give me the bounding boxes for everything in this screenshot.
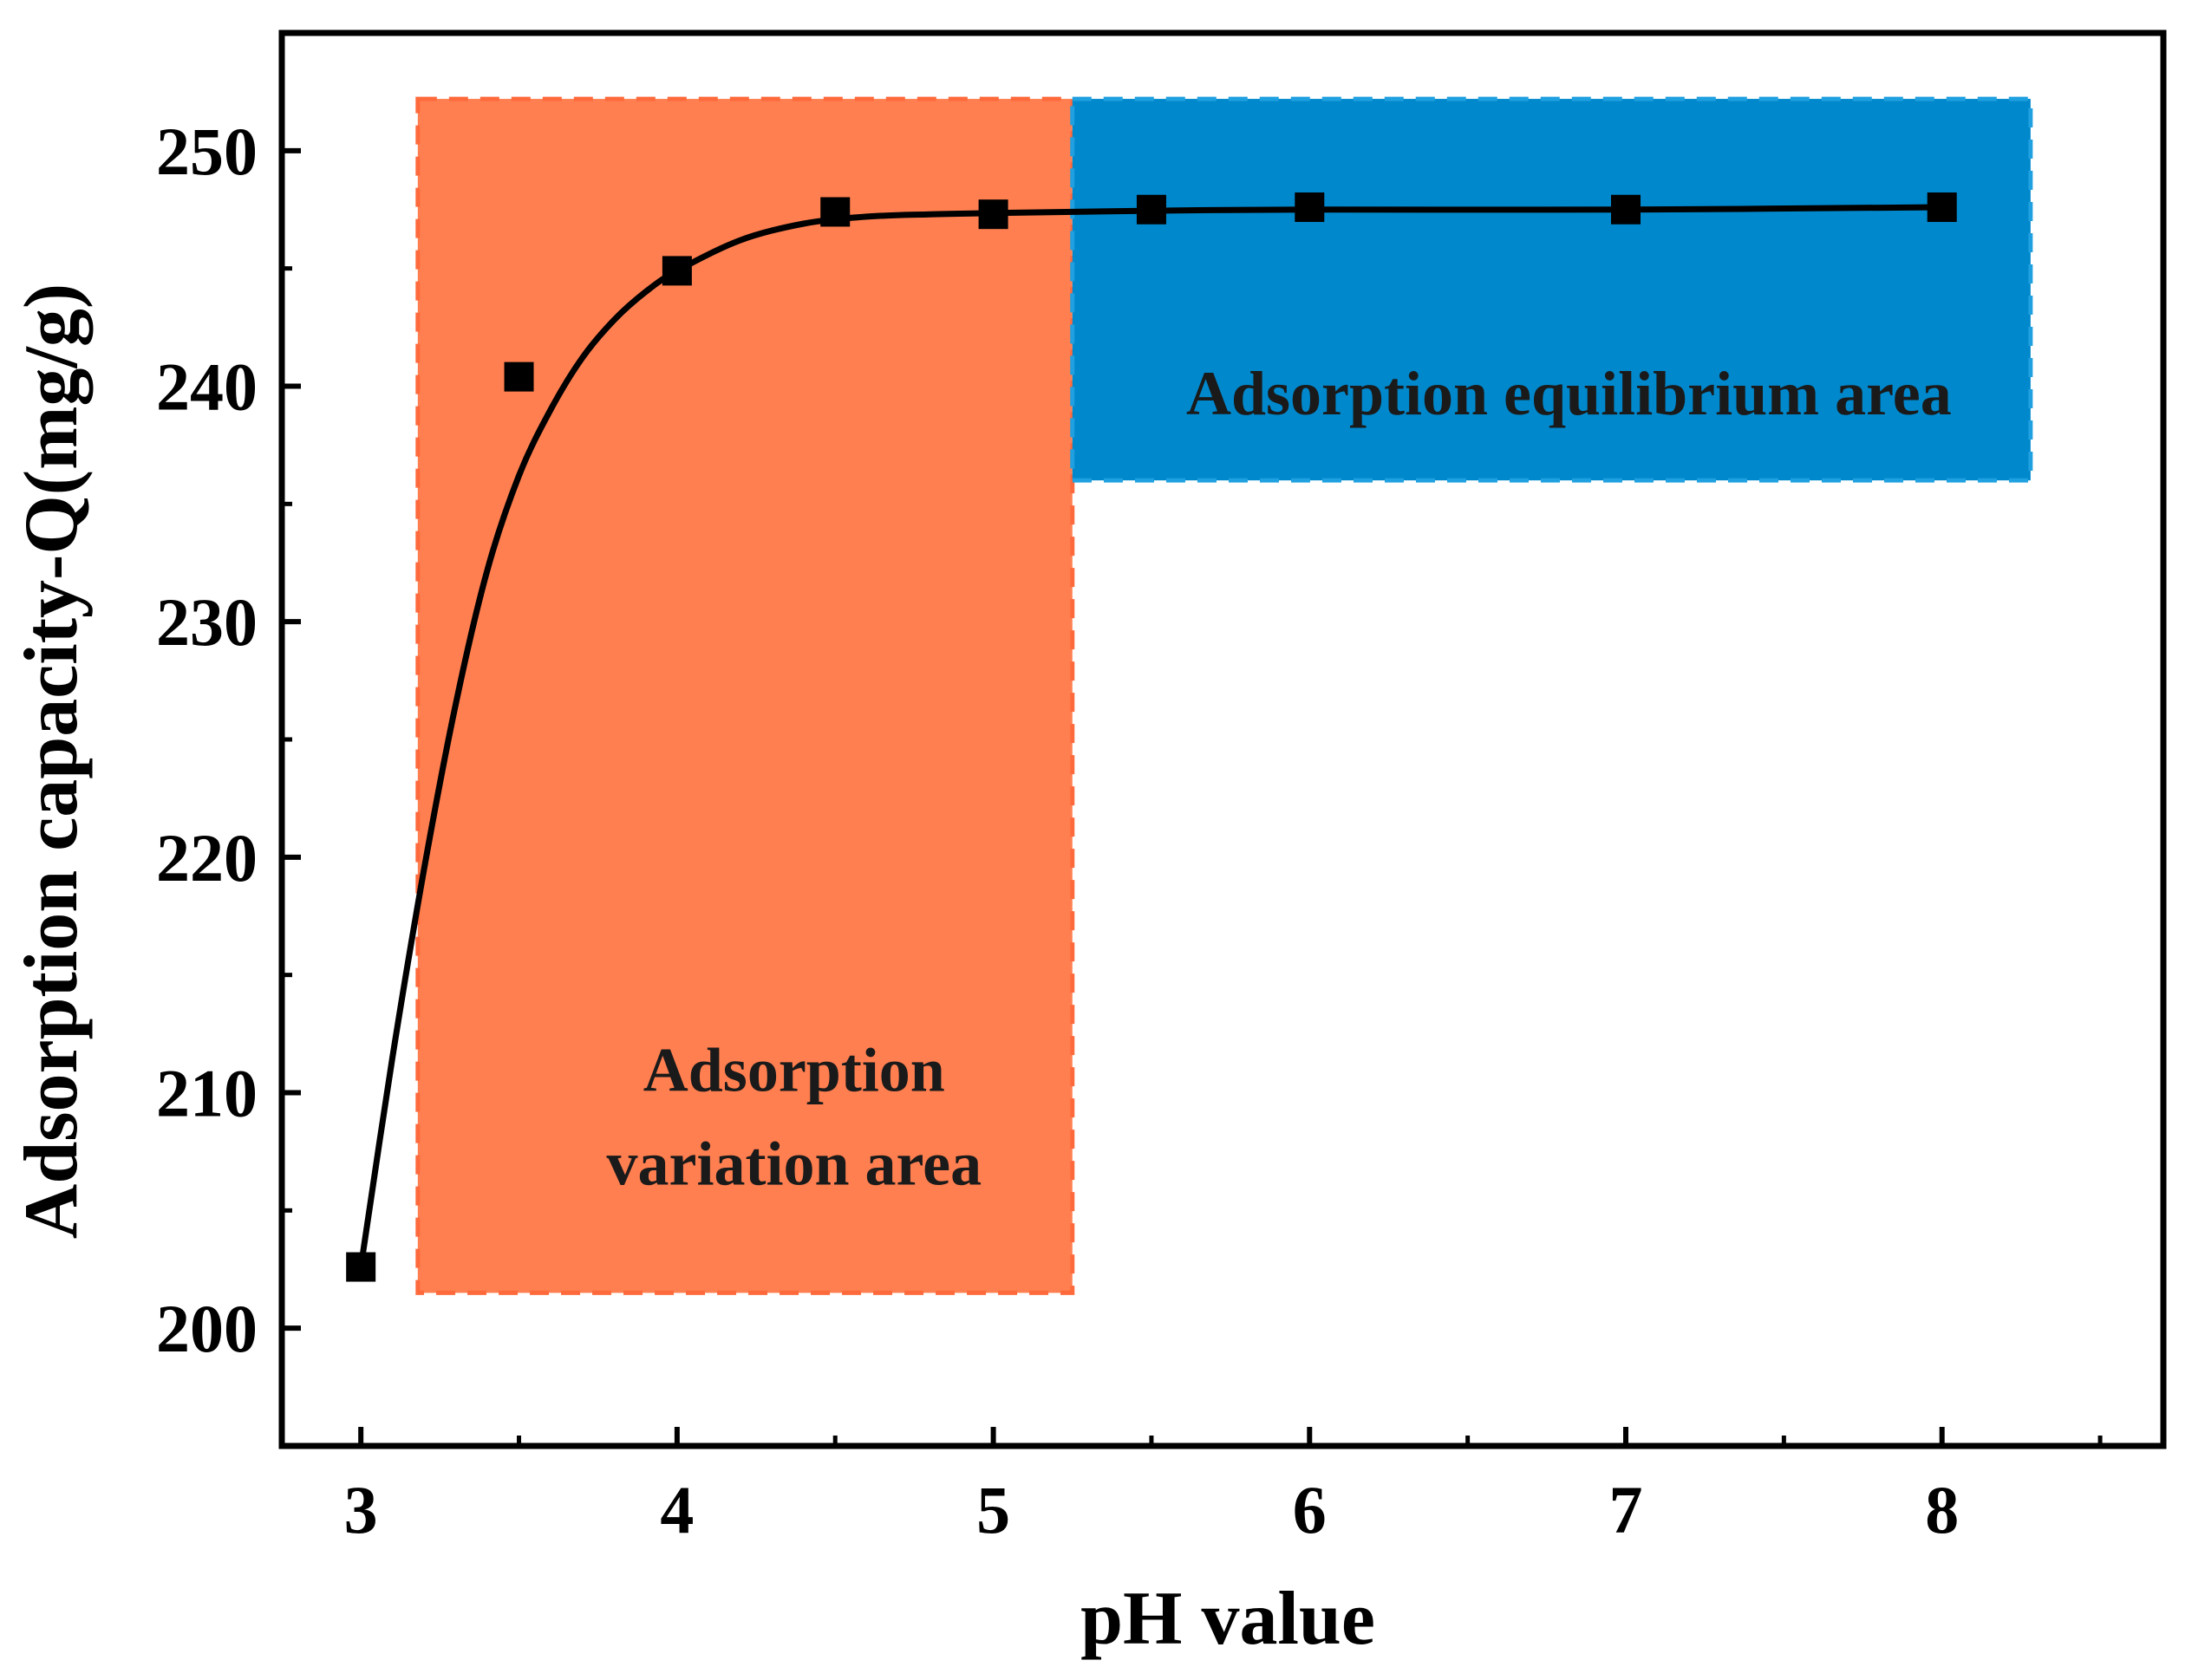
x-tick-label: 6 [1293,1472,1327,1547]
data-point [820,197,851,227]
x-tick-label: 4 [660,1472,694,1547]
region-label-equilibrium-0: Adsorption equilibrium area [1186,359,1952,428]
axis-ticks [282,147,2103,1446]
region-label-variation-0: Adsorption [643,1035,945,1104]
x-tick-label: 8 [1925,1472,1959,1547]
highlight-regions: Adsorption variation area Adsorption equil… [415,96,2033,1295]
data-point [978,199,1008,230]
data-point [1927,192,1957,223]
y-tick-label: 230 [156,584,258,660]
data-point [1295,192,1325,223]
y-tick-label: 220 [156,820,258,895]
data-point [662,256,692,286]
data-point [504,361,534,392]
data-points-layer [346,192,1957,1282]
x-tick-label: 7 [1609,1472,1643,1547]
x-axis-title: pH value [1080,1577,1375,1661]
x-tick-labels: 3 4 5 6 7 8 [344,1472,1960,1547]
region-variation [415,96,1075,1295]
y-axis-title: Adsorption capacity-Q(mg/g) [10,283,94,1239]
y-tick-label: 250 [156,114,258,189]
y-tick-label: 210 [156,1056,258,1131]
y-tick-label: 200 [156,1291,258,1366]
y-tick-label: 240 [156,349,258,425]
region-label-variation-1: variation area [607,1129,982,1198]
data-point [1611,194,1641,225]
y-tick-labels: 200 210 220 230 240 250 [156,114,258,1366]
region-equilibrium [1070,96,2033,483]
x-tick-label: 5 [976,1472,1010,1547]
data-point [346,1252,376,1282]
x-tick-label: 3 [344,1472,378,1547]
data-point [1136,194,1166,225]
